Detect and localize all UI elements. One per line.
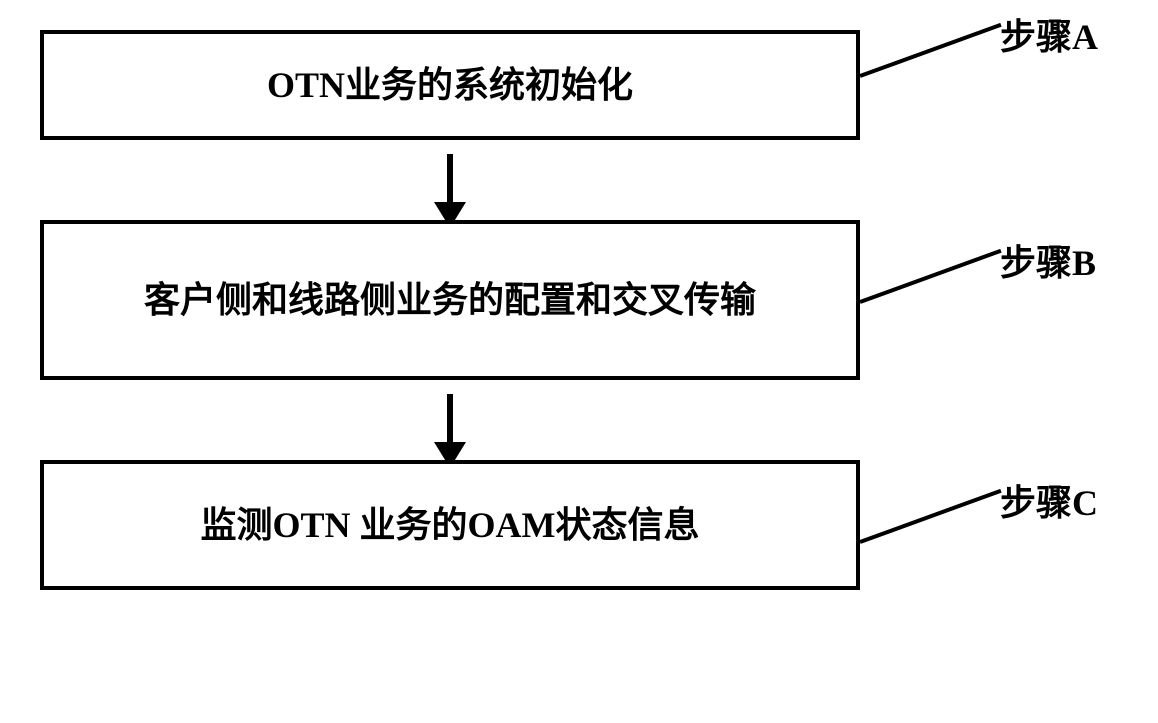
step-label-b: 步骤B: [1000, 234, 1096, 286]
step-a-text: OTN业务的系统初始化: [267, 60, 633, 110]
label-connector-c: [859, 489, 1001, 544]
step-label-a: 步骤A: [1000, 8, 1098, 60]
down-arrow-icon: [447, 154, 453, 206]
step-label-c: 步骤C: [1000, 474, 1098, 526]
step-box-c: 监测OTN 业务的OAM状态信息: [40, 460, 860, 590]
step-box-a: OTN业务的系统初始化: [40, 30, 860, 140]
label-connector-a: [859, 23, 1001, 78]
down-arrow-icon: [447, 394, 453, 446]
arrow-b-to-c: [40, 380, 860, 460]
label-connector-b: [859, 249, 1001, 304]
step-c-text: 监测OTN 业务的OAM状态信息: [201, 500, 700, 550]
flowchart-container: OTN业务的系统初始化 步骤A 客户侧和线路侧业务的配置和交叉传输 步骤B 监测…: [40, 30, 1120, 590]
step-box-b: 客户侧和线路侧业务的配置和交叉传输: [40, 220, 860, 380]
arrow-a-to-b: [40, 140, 860, 220]
step-b-text: 客户侧和线路侧业务的配置和交叉传输: [144, 275, 756, 325]
